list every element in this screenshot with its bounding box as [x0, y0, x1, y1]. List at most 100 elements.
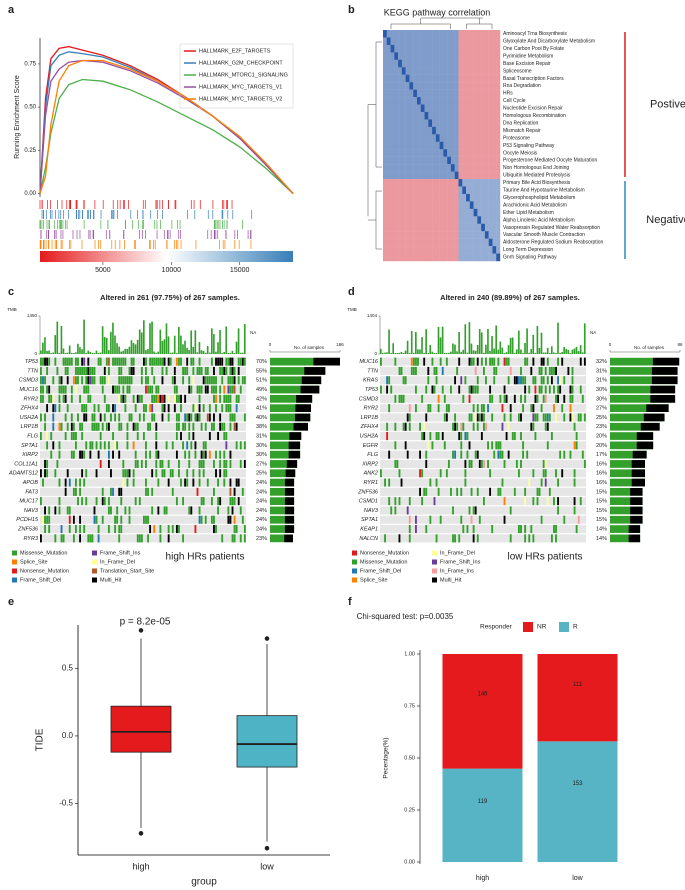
mutation-cell	[75, 366, 77, 375]
heat-cell	[420, 82, 425, 90]
row-label: Proteasome	[503, 135, 530, 141]
heat-cell	[405, 253, 410, 262]
heat-cell	[450, 156, 455, 165]
mutation-cell	[215, 525, 217, 534]
percent-label: 25%	[256, 471, 267, 477]
heat-cell	[390, 231, 395, 239]
heat-cell	[492, 171, 497, 180]
heat-cell	[432, 89, 437, 98]
tmb-bar	[503, 352, 506, 354]
tmb-bar	[56, 321, 59, 354]
mutation-cell	[468, 413, 471, 422]
tmb-bar	[192, 346, 195, 354]
tmb-bar	[227, 353, 230, 354]
percent-label: 14%	[596, 536, 607, 542]
heat-cell	[477, 246, 482, 254]
heat-cell	[435, 126, 440, 135]
heat-cell	[488, 164, 493, 172]
mutation-cell	[235, 441, 238, 450]
mutation-cell	[206, 413, 209, 422]
mutation-cell	[452, 534, 454, 543]
mutation-cell	[112, 487, 114, 496]
tmb-bar	[573, 348, 576, 354]
mutation-cell	[380, 469, 382, 478]
legend-label: Splice_Site	[360, 577, 388, 583]
tmb-bar	[155, 352, 158, 354]
heat-cell	[488, 171, 493, 180]
mutation-cell	[97, 450, 100, 459]
mutation-cell	[167, 394, 170, 403]
heat-cell	[394, 59, 399, 68]
mutation-cell	[518, 413, 520, 422]
mutation-cell	[99, 357, 102, 366]
heat-cell	[496, 231, 501, 239]
mutation-cell	[398, 534, 401, 543]
mutation-cell	[188, 376, 191, 385]
heat-cell	[394, 44, 399, 53]
mutation-cell	[241, 515, 244, 524]
mutation-cell	[40, 413, 42, 422]
mutation-cell	[213, 422, 215, 431]
mutation-cell	[40, 394, 42, 403]
mutation-cell	[194, 413, 197, 422]
heat-cell	[454, 134, 459, 142]
sample-bar-segment	[284, 478, 295, 487]
gene-label: RYR2	[364, 406, 378, 412]
mutation-cell	[151, 404, 154, 413]
heat-cell	[484, 246, 489, 254]
mutation-cell	[491, 441, 494, 450]
tmb-bar	[559, 352, 561, 354]
heat-cell	[462, 37, 467, 46]
heat-cell	[405, 246, 410, 254]
legend-label: HALLMARK_MYC_TARGETS_V2	[199, 96, 282, 102]
heat-cell	[462, 67, 467, 75]
mutation-cell	[548, 487, 551, 496]
bar-segment	[442, 654, 523, 769]
heat-cell	[416, 97, 421, 105]
heat-cell	[443, 119, 448, 128]
heat-cell	[492, 82, 497, 90]
heat-cell	[424, 149, 429, 157]
mutation-cell	[44, 422, 46, 431]
mutation-cell	[97, 422, 100, 431]
mutation-cell	[159, 394, 162, 403]
mutation-cell	[468, 357, 471, 366]
mutation-cell	[509, 413, 512, 422]
mutation-cell	[52, 422, 55, 431]
mutation-cell	[239, 357, 242, 366]
heat-cell	[454, 171, 459, 180]
heat-cell	[450, 134, 455, 142]
heat-cell	[469, 74, 474, 83]
mutation-cell	[219, 497, 222, 506]
heat-cell	[416, 164, 421, 172]
heat-cell	[413, 156, 418, 165]
heat-cell	[386, 52, 391, 61]
heat-cell	[496, 216, 501, 224]
mutation-cell	[423, 432, 426, 441]
heat-cell	[432, 74, 437, 83]
mutation-cell	[483, 413, 485, 422]
heat-cell	[443, 253, 448, 262]
tmb-bar	[233, 352, 236, 354]
mutation-cell	[198, 357, 201, 366]
mutation-cell	[227, 357, 230, 366]
mutation-cell	[441, 366, 444, 375]
mutation-cell	[198, 404, 201, 413]
mutation-cell	[77, 357, 79, 366]
mutation-cell	[155, 357, 158, 366]
mutation-cell	[192, 432, 195, 441]
gene-row-bg	[40, 497, 246, 506]
heat-cell	[420, 179, 425, 187]
mutation-cell	[233, 385, 236, 394]
tmb-bar	[62, 348, 65, 354]
heat-cell	[447, 201, 452, 210]
panel-label: b	[348, 4, 355, 16]
mutation-cell	[130, 376, 133, 385]
heat-cell	[405, 119, 410, 128]
heat-cell	[401, 216, 406, 224]
heat-cell	[398, 141, 403, 150]
gene-row-bg	[380, 469, 586, 478]
tmb-bar	[476, 344, 479, 354]
heat-cell	[428, 37, 433, 46]
mutation-cell	[151, 394, 154, 403]
